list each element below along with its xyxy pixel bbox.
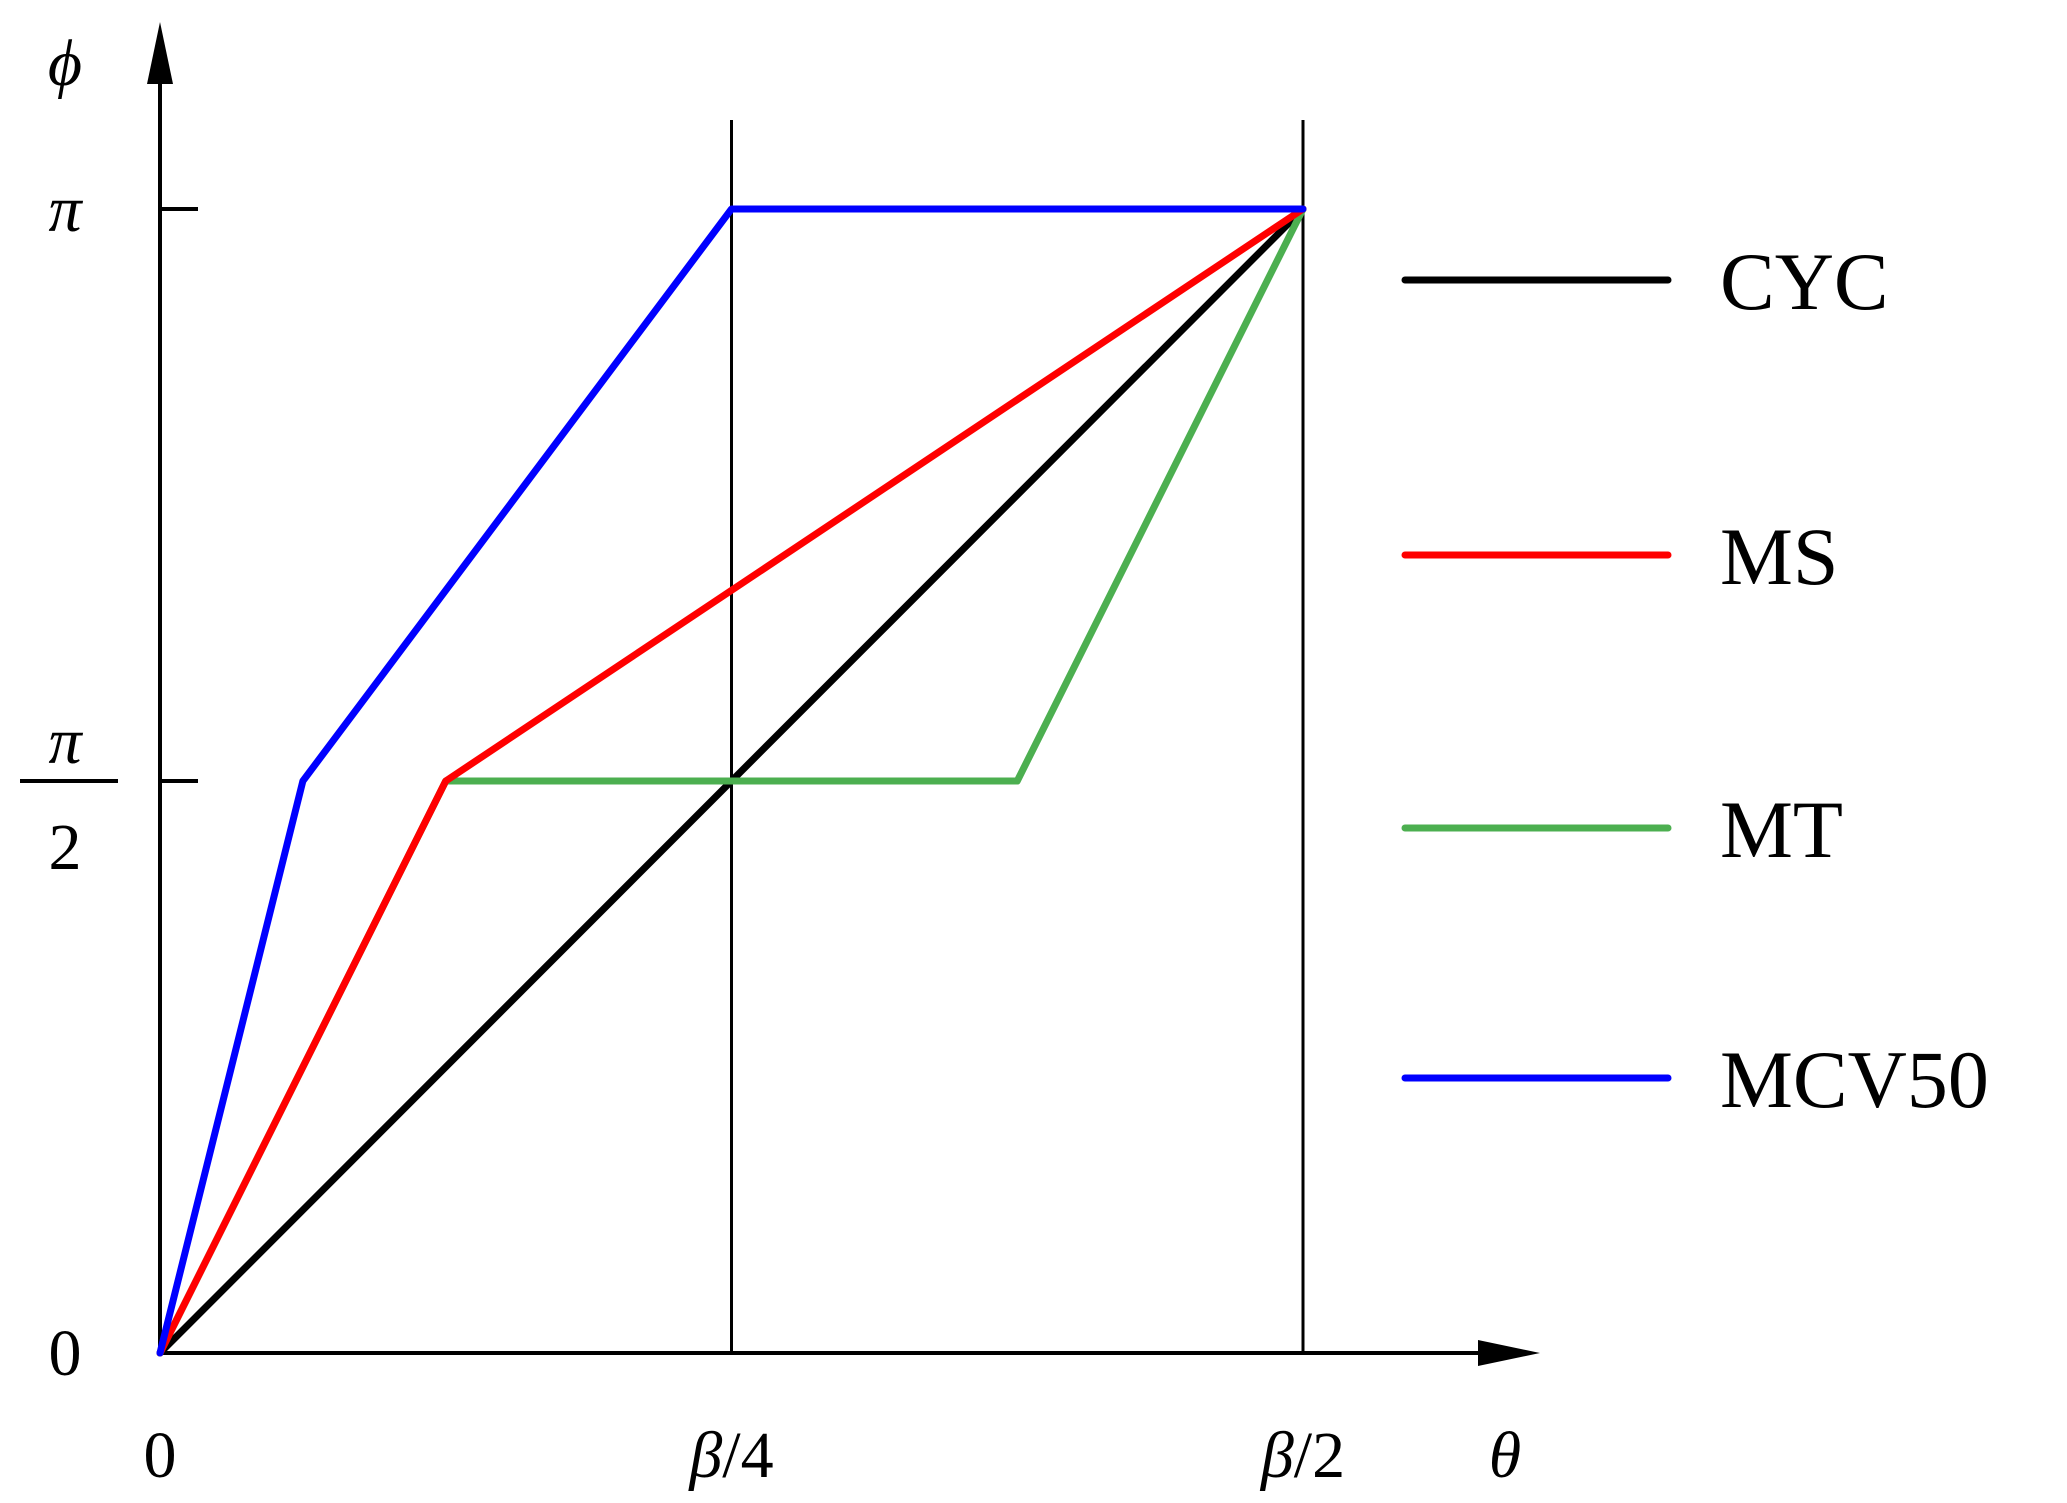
y-tick-label-numerator: π <box>48 705 83 778</box>
y-tick-label: π <box>48 173 83 246</box>
x-tick-label: β/2 <box>1259 1419 1345 1492</box>
y-axis-arrow <box>147 22 173 84</box>
y-tick-label-denominator: 2 <box>49 811 82 884</box>
y-ticks: 0 π 2 π <box>20 173 198 1390</box>
y-tick-label: 0 <box>49 1317 82 1390</box>
x-axis-label: θ <box>1489 1419 1521 1492</box>
x-ticks: 0 β/4 β/2 <box>144 1419 1346 1492</box>
x-tick-label: 0 <box>144 1419 177 1492</box>
legend-label-ms: MS <box>1720 511 1839 602</box>
series-line-ms <box>156 205 1307 1357</box>
series-lines <box>156 205 1307 1357</box>
x-axis-arrow <box>1478 1340 1540 1366</box>
legend-label-cyc: CYC <box>1720 236 1889 327</box>
axes <box>147 22 1540 1366</box>
legend-label-mcv50: MCV50 <box>1720 1034 1989 1125</box>
legend: CYC MS MT MCV50 <box>1401 236 1989 1125</box>
y-axis-label: ϕ <box>48 27 82 100</box>
series-line-mcv50 <box>156 205 1307 1357</box>
x-tick-label: β/4 <box>687 1419 773 1492</box>
reference-lines <box>730 120 1305 1353</box>
legend-label-mt: MT <box>1720 784 1843 875</box>
